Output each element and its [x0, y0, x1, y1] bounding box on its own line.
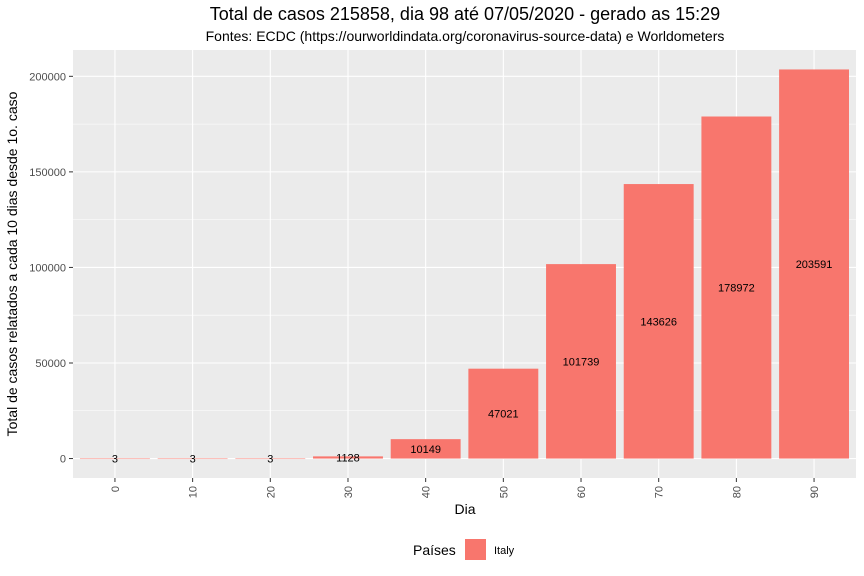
y-tick-label: 0 — [60, 454, 66, 466]
data-label: 3 — [267, 454, 273, 466]
bar — [235, 458, 306, 460]
y-tick-label: 150000 — [29, 167, 66, 179]
x-tick-label: 80 — [731, 486, 743, 498]
x-axis: 0 10 20 30 40 50 60 70 80 90 — [110, 478, 821, 498]
legend-title: Países — [413, 542, 456, 558]
bar — [623, 184, 694, 459]
x-tick-label: 30 — [343, 486, 355, 498]
chart-subtitle: Fontes: ECDC (https://ourworldindata.org… — [206, 28, 725, 44]
data-label: 10149 — [410, 444, 441, 456]
data-label: 203591 — [796, 259, 833, 271]
bar — [79, 458, 150, 460]
data-label: 3 — [190, 454, 196, 466]
data-label: 1128 — [336, 452, 360, 464]
x-tick-label: 10 — [188, 486, 200, 498]
chart-title: Total de casos 215858, dia 98 até 07/05/… — [210, 4, 720, 24]
data-label: 47021 — [488, 409, 519, 421]
x-tick-label: 20 — [265, 486, 277, 498]
bar — [546, 264, 616, 459]
data-labels: 3 3 3 1128 10149 47021 101739 143626 178972 20359… — [112, 259, 833, 466]
bars — [79, 69, 850, 460]
data-label: 143626 — [640, 316, 677, 328]
x-tick-label: 40 — [421, 486, 433, 498]
legend: Países Italy — [413, 539, 515, 560]
x-tick-label: 60 — [576, 486, 588, 498]
bar — [390, 439, 461, 459]
bar — [779, 69, 850, 459]
x-tick-label: 90 — [809, 486, 821, 498]
legend-label-italy: Italy — [494, 545, 515, 557]
data-label: 3 — [112, 454, 118, 466]
x-tick-label: 0 — [110, 486, 122, 492]
data-label: 178972 — [718, 283, 755, 295]
bar — [313, 456, 383, 459]
x-axis-title: Dia — [454, 501, 475, 517]
x-tick-label: 50 — [498, 486, 510, 498]
y-tick-label: 50000 — [35, 358, 66, 370]
y-tick-label: 200000 — [29, 71, 66, 83]
data-label: 101739 — [563, 356, 600, 368]
legend-key-italy — [465, 539, 486, 560]
y-tick-label: 100000 — [29, 262, 66, 274]
y-axis-title: Total de casos relatados a cada 10 dias … — [4, 91, 20, 436]
bar — [468, 368, 539, 459]
bar — [701, 116, 772, 459]
y-axis: 0 50000 100000 150000 200000 — [29, 71, 73, 466]
bar — [157, 458, 228, 460]
x-tick-label: 70 — [654, 486, 666, 498]
